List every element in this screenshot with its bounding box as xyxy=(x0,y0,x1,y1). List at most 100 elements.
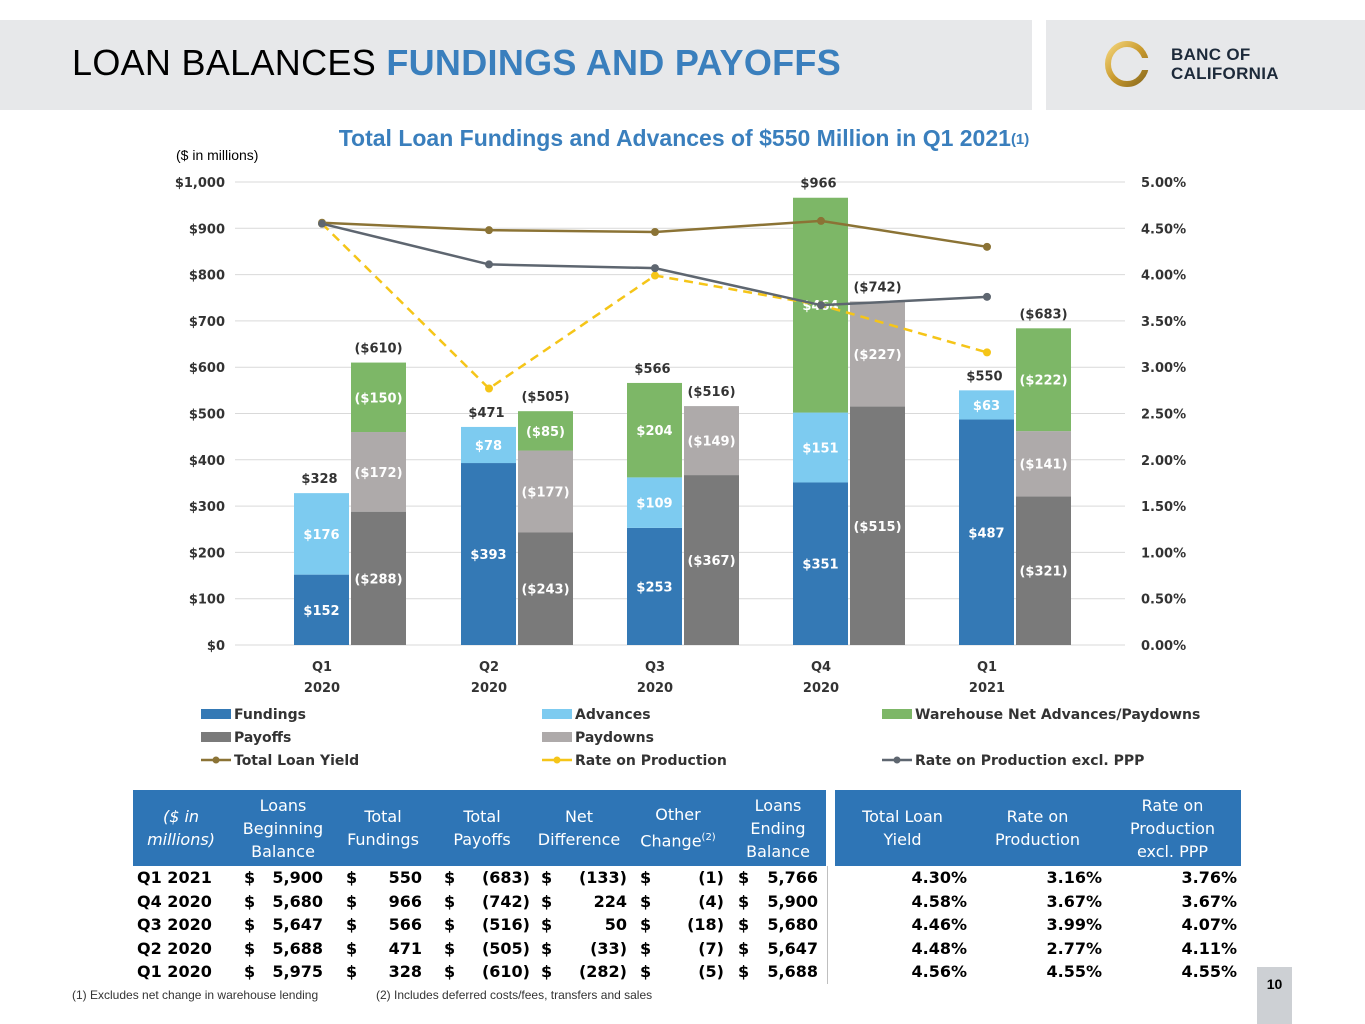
currency-sign: $ xyxy=(640,962,652,982)
cell-yield: 4.48% xyxy=(911,938,967,958)
bar-outflow-warehouse xyxy=(518,411,573,451)
y2-tick-label: 4.50% xyxy=(1141,222,1186,237)
bar-total-inflow: $471 xyxy=(468,406,504,421)
y-tick-label: $100 xyxy=(189,593,225,608)
currency-sign: $ xyxy=(738,915,750,935)
footnote-2: (2) Includes deferred costs/fees, transf… xyxy=(376,988,653,1002)
th-payoffs: Total Payoffs xyxy=(453,807,511,849)
th-rate-ppp: Rate on Production excl. PPP xyxy=(1129,795,1216,861)
bar-outflow-warehouse xyxy=(351,362,406,433)
y-tick-label: $300 xyxy=(189,500,225,515)
y-tick-label: $800 xyxy=(189,269,225,284)
logo-line1: BANC OF xyxy=(1171,45,1251,64)
table-row: Q1 2020 $5,975 $328 $ (610) $ (282) $ (5) $5,688 4… xyxy=(0,960,1365,983)
bar-outflow-paydowns xyxy=(518,450,573,533)
cell-net: (33) xyxy=(590,938,627,958)
currency-sign: $ xyxy=(541,915,553,935)
logo-band xyxy=(1046,20,1365,110)
cell-rate_ppp: 3.76% xyxy=(1181,868,1237,887)
currency-sign: $ xyxy=(738,938,750,958)
bar-label-outflow-payoffs: ($515) xyxy=(853,520,901,535)
x-tick-label: 2020 xyxy=(471,681,507,696)
point-total_loan_yield xyxy=(817,216,825,225)
table-row: Q1 2021 $5,900 $550 $ (683) $ (133) $ (1) $5,766 4… xyxy=(0,866,1365,889)
cell-beginning: 5,680 xyxy=(272,891,323,911)
y2-tick-label: 5.00% xyxy=(1141,176,1186,191)
cell-rate: 3.67% xyxy=(1046,891,1102,911)
bar-outflow-paydowns xyxy=(684,406,739,476)
cell-period: Q1 2021 xyxy=(137,868,212,887)
bar-outflow-payoffs xyxy=(684,475,739,645)
cell-fundings: 566 xyxy=(388,915,422,935)
cell-ending: 5,900 xyxy=(767,891,818,911)
bar-inflow-advances xyxy=(461,426,516,464)
cell-beginning: 5,647 xyxy=(272,915,323,935)
th-other-label: Other Change xyxy=(640,805,702,851)
cell-yield: 4.56% xyxy=(911,962,967,982)
legend-marker-rate_on_production xyxy=(553,756,561,764)
currency-sign: $ xyxy=(346,915,358,935)
cell-fundings: 328 xyxy=(388,962,422,982)
x-tick-label: 2020 xyxy=(304,681,340,696)
cell-payoffs: (505) xyxy=(481,938,530,958)
currency-sign: $ xyxy=(346,868,358,887)
y2-tick-label: 1.50% xyxy=(1141,500,1186,515)
currency-sign: $ xyxy=(244,891,256,911)
bar-outflow-paydowns xyxy=(1016,431,1071,497)
cell-rate_ppp: 4.07% xyxy=(1181,915,1237,935)
chart-title-text: Total Loan Fundings and Advances of $550… xyxy=(339,125,1011,151)
table-row: Q3 2020 $5,647 $566 $ (516) $50 $ (18) $5,680 4.4… xyxy=(0,913,1365,936)
x-tick-label: Q3 xyxy=(645,660,665,675)
cell-payoffs: (516) xyxy=(481,915,530,935)
bar-total-outflow: ($610) xyxy=(354,342,402,357)
currency-sign: $ xyxy=(244,868,256,887)
legend-swatch-fundings xyxy=(201,709,231,719)
loan-fundings-chart: Total Loan Fundings and Advances of $550… xyxy=(175,125,1201,769)
legend-label-total_loan_yield: Total Loan Yield xyxy=(234,753,359,769)
currency-sign: $ xyxy=(444,891,456,911)
legend-label-rate_excl_ppp: Rate on Production excl. PPP xyxy=(915,753,1144,769)
y-tick-label: $0 xyxy=(207,639,225,654)
bar-label-outflow-payoffs: ($321) xyxy=(1019,565,1067,580)
th-net: Net Difference xyxy=(537,807,621,849)
x-tick-label: Q4 xyxy=(811,660,831,675)
page-title-part2: FUNDINGS AND PAYOFFS xyxy=(386,42,842,83)
bar-label-inflow-fundings: $253 xyxy=(636,580,672,595)
x-tick-label: Q1 xyxy=(312,660,332,675)
chart-title: Total Loan Fundings and Advances of $550… xyxy=(339,125,1030,151)
cell-rate_ppp: 3.67% xyxy=(1181,891,1237,911)
footnote-1: (1) Excludes net change in warehouse len… xyxy=(72,988,319,1002)
bar-total-inflow: $550 xyxy=(966,369,1002,384)
page-title: LOAN BALANCES FUNDINGS AND PAYOFFS xyxy=(72,42,841,84)
cell-fundings: 550 xyxy=(388,868,422,887)
currency-sign: $ xyxy=(244,938,256,958)
cell-yield: 4.30% xyxy=(911,868,967,887)
currency-sign: $ xyxy=(738,868,750,887)
y2-tick-label: 3.00% xyxy=(1141,361,1186,376)
bar-label-outflow-payoffs: ($288) xyxy=(354,572,402,587)
bar-inflow-advances xyxy=(793,412,848,483)
bar-inflow-fundings xyxy=(959,419,1014,645)
legend-label-fundings: Fundings xyxy=(234,707,306,723)
legend-label-advances: Advances xyxy=(575,707,651,723)
bar-inflow-advances xyxy=(627,477,682,528)
legend-swatch-paydowns xyxy=(542,732,572,742)
legend-marker-rate_excl_ppp xyxy=(893,756,901,764)
cell-net: 224 xyxy=(593,891,627,911)
bar-total-inflow: $328 xyxy=(301,472,337,487)
bar-inflow-warehouse xyxy=(627,382,682,478)
cell-beginning: 5,688 xyxy=(272,938,323,958)
table-header-right: Total Loan Yield Rate on Production Rate… xyxy=(835,790,1241,866)
currency-sign: $ xyxy=(738,891,750,911)
y2-tick-label: 3.50% xyxy=(1141,315,1186,330)
table-row: Q4 2020 $5,680 $966 $ (742) $224 $ (4) $5,900 4.5… xyxy=(0,890,1365,913)
bar-label-inflow-fundings: $351 xyxy=(802,558,838,573)
bar-outflow-payoffs xyxy=(351,511,406,645)
currency-sign: $ xyxy=(640,915,652,935)
cell-net: (133) xyxy=(578,868,627,887)
cell-net: (282) xyxy=(578,962,627,982)
bar-total-outflow: ($742) xyxy=(853,280,901,295)
y2-tick-label: 4.00% xyxy=(1141,269,1186,284)
th-period: ($ in millions) xyxy=(147,807,215,849)
legend-label-warehouse: Warehouse Net Advances/Paydowns xyxy=(915,707,1200,723)
